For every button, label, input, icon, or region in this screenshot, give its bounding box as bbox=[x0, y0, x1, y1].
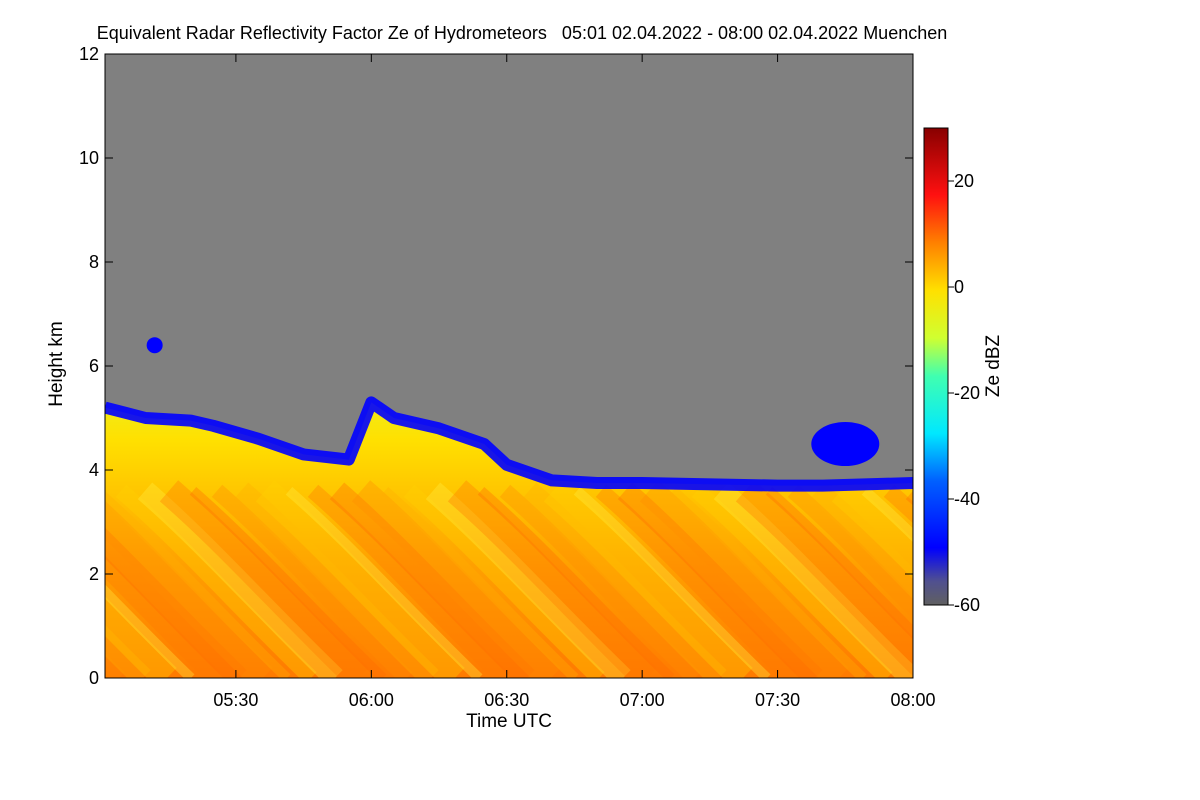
reflectivity-streak bbox=[189, 487, 387, 678]
reflectivity-streak bbox=[669, 487, 867, 678]
reflectivity-streak bbox=[639, 480, 849, 678]
chart-title: Equivalent Radar Reflectivity Factor Ze … bbox=[97, 23, 948, 43]
reflectivity-streaks bbox=[0, 480, 1175, 678]
echo-features bbox=[146, 337, 880, 466]
reflectivity-streak bbox=[765, 487, 913, 678]
reflectivity-streak bbox=[381, 487, 579, 678]
echo-top-edge bbox=[105, 396, 913, 492]
x-tick-label: 07:00 bbox=[620, 690, 665, 710]
reflectivity-streak bbox=[543, 480, 753, 678]
colorbar-tick-label: -20 bbox=[954, 383, 980, 403]
reflectivity-streak bbox=[105, 487, 195, 678]
plot-area bbox=[0, 54, 1175, 678]
reflectivity-streak bbox=[105, 484, 125, 678]
reflectivity-streak bbox=[105, 480, 177, 678]
colorbar-tick-label: -40 bbox=[954, 489, 980, 509]
x-tick-label: 07:30 bbox=[755, 690, 800, 710]
reflectivity-streak bbox=[105, 480, 273, 678]
y-tick-label: 6 bbox=[89, 356, 99, 376]
echo-feature bbox=[146, 337, 163, 354]
reflectivity-streak bbox=[447, 480, 657, 678]
x-axis: 05:30 06:00 06:30 07:00 07:30 08:00 bbox=[213, 54, 936, 710]
reflectivity-streak bbox=[883, 484, 913, 678]
reflectivity-streak bbox=[961, 491, 1151, 678]
reflectivity-streak bbox=[499, 484, 701, 678]
reflectivity-streak bbox=[137, 482, 343, 678]
colorbar-ticks: -60 -40 -20 0 20 bbox=[948, 171, 980, 615]
x-axis-label: Time UTC bbox=[466, 711, 552, 732]
reflectivity-streak bbox=[105, 484, 221, 678]
reflectivity-streak bbox=[985, 491, 1175, 678]
colorbar: -60 -40 -20 0 20 Ze dBZ bbox=[923, 127, 1004, 615]
colorbar-tick-label: 20 bbox=[954, 171, 974, 191]
echo-feature bbox=[811, 422, 880, 466]
reflectivity-streak bbox=[617, 482, 823, 678]
reflectivity-streak bbox=[105, 482, 247, 678]
reflectivity-streak bbox=[159, 480, 369, 678]
reflectivity-streak bbox=[307, 484, 509, 678]
colorbar-gradient bbox=[923, 127, 949, 606]
x-tick-label: 06:30 bbox=[484, 690, 529, 710]
y-tick-label: 2 bbox=[89, 564, 99, 584]
y-axis-label: Height km bbox=[46, 321, 67, 407]
colorbar-tick-label: 0 bbox=[954, 277, 964, 297]
reflectivity-streak bbox=[105, 482, 151, 678]
y-tick-label: 12 bbox=[79, 44, 99, 64]
reflectivity-streak bbox=[105, 487, 291, 678]
x-tick-label: 06:00 bbox=[349, 690, 394, 710]
reflectivity-streak bbox=[787, 484, 913, 678]
reflectivity-streak bbox=[595, 484, 797, 678]
reflectivity-streak bbox=[255, 480, 465, 678]
reflectivity-streak bbox=[211, 484, 413, 678]
x-tick-label: 08:00 bbox=[890, 690, 935, 710]
reflectivity-streak bbox=[425, 482, 631, 678]
reflectivity-streak bbox=[809, 482, 913, 678]
reflectivity-streak bbox=[0, 491, 95, 678]
reflectivity-streak bbox=[477, 487, 675, 678]
reflectivity-streak bbox=[831, 480, 913, 678]
y-axis: 0 2 4 6 8 10 12 bbox=[79, 44, 913, 688]
x-tick-label: 05:30 bbox=[213, 690, 258, 710]
colorbar-label: Ze dBZ bbox=[983, 334, 1004, 397]
colorbar-tick-label: -60 bbox=[954, 595, 980, 615]
reflectivity-streak bbox=[735, 480, 913, 678]
reflectivity-streak bbox=[329, 482, 535, 678]
reflectivity-streak bbox=[573, 487, 771, 678]
reflectivity-streak bbox=[691, 484, 893, 678]
reflectivity-streak bbox=[861, 487, 913, 678]
y-tick-label: 0 bbox=[89, 668, 99, 688]
y-tick-label: 10 bbox=[79, 148, 99, 168]
reflectivity-streak bbox=[285, 487, 483, 678]
reflectivity-streak bbox=[233, 482, 439, 678]
reflectivity-streak bbox=[403, 484, 605, 678]
y-tick-label: 8 bbox=[89, 252, 99, 272]
reflectivity-streak bbox=[115, 484, 317, 678]
reflectivity-streak bbox=[937, 491, 1127, 678]
reflectivity-streak bbox=[351, 480, 561, 678]
reflectivity-streak bbox=[521, 482, 727, 678]
y-tick-label: 4 bbox=[89, 460, 99, 480]
reflectivity-streak bbox=[713, 482, 913, 678]
